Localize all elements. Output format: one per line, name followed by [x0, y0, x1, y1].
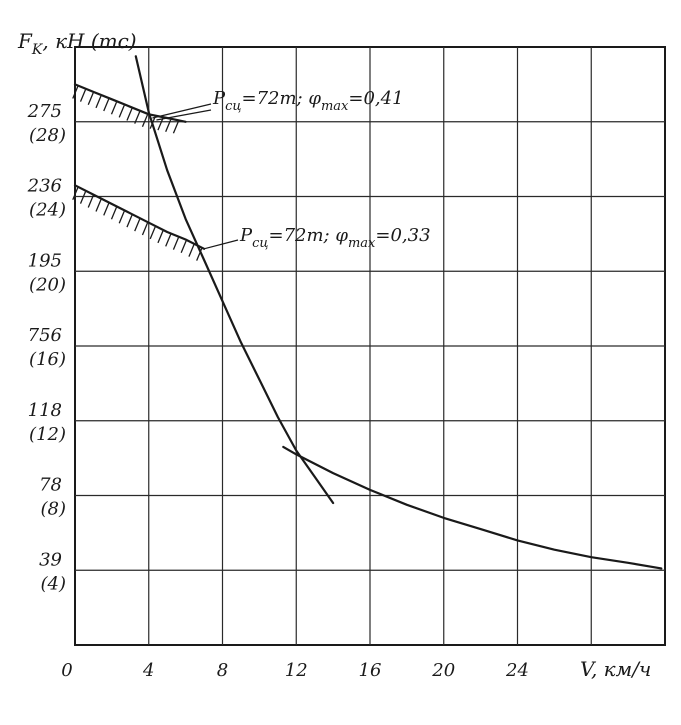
hatch-mark: [172, 121, 180, 134]
annotation-1-p: P: [212, 88, 226, 109]
hatch-mark: [126, 214, 133, 228]
annotation-2-leader: [203, 239, 239, 250]
hatch-mark: [72, 86, 79, 99]
series-line-3: [134, 55, 335, 505]
annotation-1-phi-sub: max: [321, 99, 349, 114]
hatch-mark: [134, 111, 141, 124]
y-tick-labels: 275 (28) 236 (24) 195 (20) 756 (16) 118 (12) 78 (8)…: [27, 101, 66, 595]
y-axis-title: FK, кН (тс): [17, 29, 137, 58]
hatch-mark: [72, 187, 79, 200]
hatch-mark: [87, 195, 94, 208]
hatch-mark: [87, 92, 94, 106]
y-tick-label-ts: (16): [29, 349, 66, 370]
y-tick-label-kn: 756: [28, 325, 62, 346]
annotation-1-mid: =72т; φ: [241, 88, 321, 109]
x-tick-label: 0: [61, 660, 72, 681]
hatch-mark: [172, 237, 180, 250]
hatch-mark: [180, 240, 187, 254]
annotation-1-leader: [156, 109, 212, 121]
hatch-mark: [95, 199, 102, 212]
x-tick-labels: 0 4 8 12 16 20 24: [61, 660, 529, 681]
hatch-mark: [157, 117, 164, 131]
annotation-2-phi-sub: max: [348, 236, 376, 251]
y-tick-label-ts: (4): [41, 573, 67, 594]
hatch-mark: [149, 226, 156, 240]
y-tick-label-kn: 275: [27, 101, 62, 122]
y-axis-title-main: F: [17, 29, 33, 53]
y-axis-title-unit: , кН (тс): [42, 29, 136, 53]
y-tick-label-kn: 39: [39, 549, 62, 570]
y-tick-label-kn: 118: [28, 400, 62, 421]
hatch-mark: [188, 244, 195, 257]
y-tick-label-ts: (8): [41, 499, 67, 520]
hatch-mark: [118, 210, 125, 224]
x-tick-label: 16: [359, 660, 382, 681]
hatch-mark: [165, 119, 172, 132]
hatch-mark: [79, 191, 87, 204]
annotation-1-end: =0,41: [348, 88, 403, 109]
y-tick-label-ts: (28): [29, 125, 66, 146]
hatch-mark: [103, 203, 110, 216]
hatch-mark: [141, 114, 149, 128]
y-tick-label-kn: 78: [39, 475, 62, 496]
y-tick-label-ts: (20): [29, 274, 66, 295]
hatch-mark: [95, 95, 102, 109]
y-tick-label-ts: (12): [29, 424, 66, 445]
x-tick-label: 12: [285, 660, 308, 681]
hatch-mark: [79, 89, 87, 102]
y-tick-label-ts: (24): [29, 200, 66, 221]
series-group: [73, 55, 663, 570]
annotation-2-p-sub: сц: [252, 236, 268, 251]
hatch-mark: [134, 218, 141, 232]
hatching: [72, 86, 203, 261]
annotation-2-mid: =72т; φ: [268, 225, 348, 246]
annotation-1-p-sub: сц: [225, 99, 241, 114]
annotation-2-end: =0,33: [375, 225, 430, 246]
grid: [74, 46, 666, 646]
x-tick-label: 24: [505, 660, 529, 681]
series-line-2: [73, 184, 206, 250]
hatch-mark: [126, 108, 133, 121]
hatch-mark: [165, 234, 172, 247]
hatch-mark: [110, 101, 118, 115]
annotation-leaders: [152, 103, 239, 250]
y-axis-title-sub: K: [31, 42, 44, 58]
annotation-1-label: Pсц=72т; φmax=0,41: [212, 88, 404, 114]
series-line-4: [282, 445, 663, 570]
hatch-mark: [118, 105, 125, 118]
y-tick-label-kn: 236: [27, 176, 62, 197]
x-tick-label: 4: [142, 660, 154, 681]
hatch-mark: [141, 222, 149, 236]
annotation-2-label: Pсц=72т; φmax=0,33: [239, 225, 431, 251]
y-tick-label-kn: 195: [28, 250, 62, 271]
x-tick-label: 20: [431, 660, 455, 681]
annotation-2-p: P: [239, 225, 253, 246]
hatch-mark: [110, 207, 118, 220]
hatch-mark: [157, 230, 164, 244]
x-tick-label: 8: [217, 660, 228, 681]
annotation-1-leader: [152, 103, 212, 119]
x-axis-title: V, км/ч: [580, 657, 651, 681]
hatch-mark: [103, 98, 110, 112]
series-line-1: [73, 83, 187, 123]
